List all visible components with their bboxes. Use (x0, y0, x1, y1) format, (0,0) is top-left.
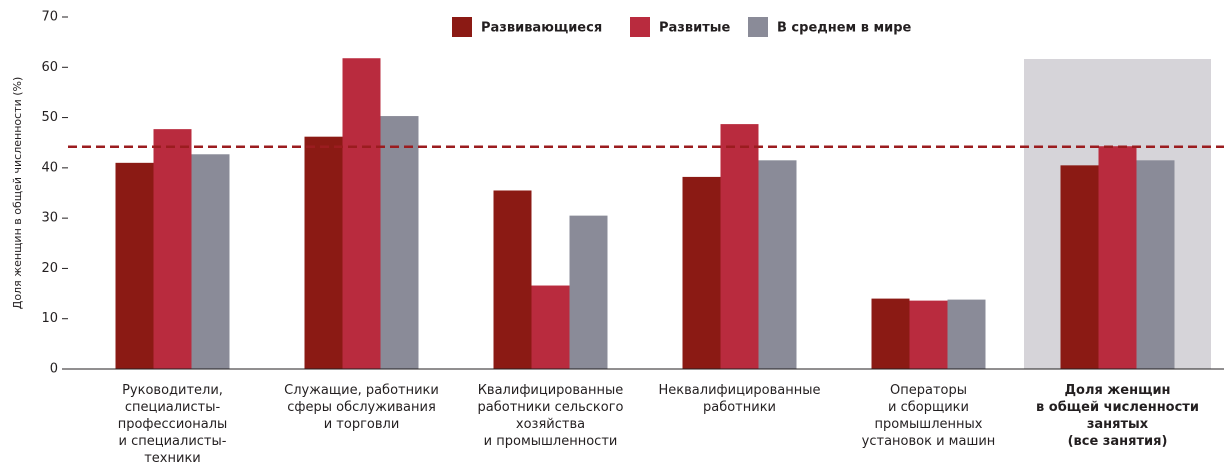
bar (531, 285, 570, 369)
y-tick-label: 20 (41, 261, 58, 276)
bar (304, 136, 343, 369)
x-tick-label: Служащие, работники сферы обслуживания и т… (284, 383, 439, 432)
bar (380, 116, 419, 369)
legend-label: В среднем в мире (777, 21, 912, 36)
legend-swatch (452, 17, 472, 37)
bar (1136, 160, 1175, 369)
x-tick-label: Руководители, специалисты-профессионалы и … (118, 383, 228, 466)
legend-swatch (748, 17, 768, 37)
bar (720, 124, 759, 369)
legend-swatch (630, 17, 650, 37)
bar (1060, 165, 1099, 369)
x-tick-label: Неквалифицированные работники (659, 383, 821, 415)
bar (947, 299, 986, 369)
bar (115, 162, 154, 369)
bar (909, 300, 948, 369)
legend-label: Развивающиеся (481, 21, 602, 36)
y-tick-label: 50 (41, 110, 58, 125)
bar (682, 176, 721, 369)
y-tick-label: 60 (41, 60, 58, 75)
bar (569, 215, 608, 369)
bar (758, 160, 797, 369)
bar (191, 154, 230, 369)
x-tick-label: Квалифицированные работники сельского хозя… (478, 383, 624, 449)
bar (1098, 146, 1137, 369)
legend-label: Развитые (659, 21, 730, 36)
x-tick-label: Доля женщин в общей численности занятых (вс… (1036, 383, 1199, 449)
y-tick-label: 30 (41, 211, 58, 226)
y-tick-label: 0 (50, 362, 58, 377)
bar (153, 129, 192, 369)
y-tick-label: 40 (41, 160, 58, 175)
y-axis-label: Доля женщин в общей численности (%) (11, 77, 24, 310)
y-tick-label: 10 (41, 311, 58, 326)
x-tick-label: Операторы и сборщики промышленных установок… (862, 383, 996, 449)
y-tick-label: 70 (41, 10, 58, 25)
bar (493, 190, 532, 369)
bar (871, 298, 910, 369)
bar (342, 58, 381, 370)
